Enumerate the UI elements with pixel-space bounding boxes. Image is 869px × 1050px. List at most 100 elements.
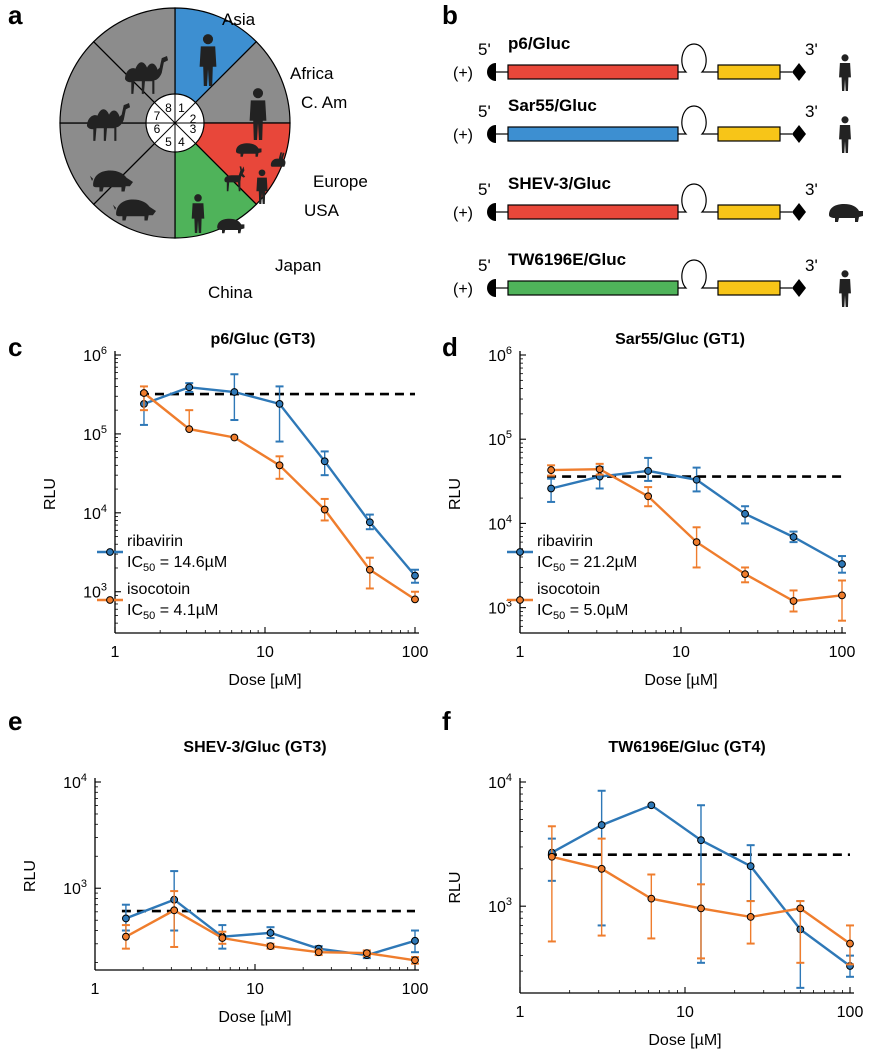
x-axis-label: Dose [µM] bbox=[644, 672, 717, 689]
y-tick-label: 106 bbox=[83, 345, 107, 365]
legend-marker bbox=[516, 548, 524, 556]
cap-icon bbox=[487, 203, 496, 221]
data-point bbox=[266, 942, 275, 951]
wheel-sector-7 bbox=[59, 40, 177, 124]
data-point bbox=[230, 433, 239, 442]
plus-strand-label: (+) bbox=[453, 205, 473, 222]
data-point bbox=[697, 836, 705, 845]
construct-name: Sar55/Gluc bbox=[508, 96, 597, 115]
region-label-asia: Asia bbox=[222, 10, 256, 29]
series-ribavirin bbox=[547, 456, 846, 574]
data-point bbox=[697, 904, 705, 913]
data-point bbox=[185, 425, 194, 434]
five-prime-label: 5' bbox=[478, 102, 491, 121]
panel-label-b: b bbox=[442, 0, 458, 30]
sector-number-6: 6 bbox=[154, 122, 161, 136]
series-ribavirin bbox=[139, 373, 419, 584]
data-point bbox=[838, 591, 846, 600]
construct-1: p6/Gluc 5' (+) 3' bbox=[453, 34, 851, 91]
panel-label-c: c bbox=[8, 332, 22, 362]
chart-title: p6/Gluc (GT3) bbox=[211, 331, 316, 348]
y-tick-label: 105 bbox=[488, 429, 512, 449]
data-point bbox=[121, 932, 130, 941]
sector-number-3: 3 bbox=[190, 122, 197, 136]
pig-icon bbox=[829, 204, 863, 222]
y-axis-label: RLU bbox=[447, 871, 464, 903]
x-tick-label: 100 bbox=[402, 981, 429, 998]
construct-name: p6/Gluc bbox=[508, 34, 570, 53]
data-point bbox=[411, 595, 419, 604]
sector-number-8: 8 bbox=[165, 101, 172, 115]
data-point bbox=[266, 928, 275, 937]
sector-number-1: 1 bbox=[178, 101, 185, 115]
data-point bbox=[185, 383, 194, 392]
data-point bbox=[365, 565, 374, 574]
legend-ic50: IC50 = 21.2µM bbox=[537, 554, 637, 574]
panel-d: d Sar55/Gluc (GT1) 103 104 105 106 1 10 100 Dose… bbox=[442, 331, 855, 689]
data-point bbox=[230, 388, 239, 396]
gluc-box bbox=[717, 280, 781, 296]
panel-label-e: e bbox=[8, 706, 22, 736]
x-tick-label: 100 bbox=[837, 1004, 864, 1021]
construct-name: SHEV-3/Gluc bbox=[508, 174, 611, 193]
x-tick-label: 1 bbox=[516, 1004, 525, 1021]
stem-loop-icon bbox=[678, 43, 718, 73]
x-tick-label: 100 bbox=[829, 644, 856, 661]
data-point bbox=[140, 389, 148, 397]
series-isocotoin bbox=[547, 825, 854, 966]
region-label-europe: Europe bbox=[313, 172, 368, 191]
stem-loop-icon bbox=[678, 183, 718, 213]
legend-ic50: IC50 = 5.0µM bbox=[537, 602, 628, 622]
chart-title: Sar55/Gluc (GT1) bbox=[615, 331, 745, 348]
orf1-box bbox=[507, 64, 679, 80]
orf1-box bbox=[507, 126, 679, 142]
data-point bbox=[741, 570, 749, 579]
data-point bbox=[789, 533, 798, 541]
data-point bbox=[314, 948, 323, 957]
panel-label-d: d bbox=[442, 332, 458, 362]
three-prime-label: 3' bbox=[805, 256, 818, 275]
five-prime-label: 5' bbox=[478, 180, 491, 199]
legend-label: isocotoin bbox=[537, 581, 600, 598]
gluc-box bbox=[717, 64, 781, 80]
y-tick-label: 103 bbox=[488, 598, 512, 618]
data-point bbox=[644, 467, 653, 475]
legend-ic50: IC50 = 4.1µM bbox=[127, 602, 218, 622]
panel-label-a: a bbox=[8, 0, 23, 30]
cap-icon bbox=[487, 125, 496, 143]
y-tick-label: 103 bbox=[63, 878, 87, 898]
construct-3: SHEV-3/Gluc 5' (+) 3' bbox=[453, 174, 863, 222]
orf1-box bbox=[507, 204, 679, 220]
data-point bbox=[275, 461, 284, 470]
panel-label-f: f bbox=[442, 706, 451, 736]
chart-f: TW6196E/Gluc (GT4) 103 104 1 10 100 Dose [µM] R… bbox=[447, 739, 863, 1049]
y-tick-label: 104 bbox=[63, 772, 87, 792]
data-point bbox=[170, 906, 179, 915]
x-tick-label: 10 bbox=[676, 1004, 694, 1021]
wheel-sector-8 bbox=[92, 7, 176, 125]
data-point bbox=[846, 939, 854, 948]
series-isocotoin bbox=[139, 385, 419, 604]
panel-c: c p6/Gluc (GT3) 103 104 105 106 1 10 100 Dose [µ… bbox=[8, 331, 428, 689]
polya-icon bbox=[792, 279, 806, 297]
panel-b: b p6/Gluc5'(+)3'Sar55/Gluc5'(+)3'SHEV-3/… bbox=[442, 0, 863, 307]
region-label-japan: Japan bbox=[275, 256, 321, 275]
series-isocotoin bbox=[121, 890, 419, 965]
gluc-box bbox=[717, 126, 781, 142]
data-point bbox=[796, 904, 805, 913]
data-point bbox=[644, 492, 653, 501]
panel-f: f TW6196E/Gluc (GT4) 103 104 1 10 100 Dose [µM… bbox=[442, 706, 863, 1049]
data-point bbox=[692, 475, 701, 484]
pig-icon bbox=[217, 218, 245, 234]
five-prime-label: 5' bbox=[478, 256, 491, 275]
data-point bbox=[741, 509, 749, 518]
data-point bbox=[411, 956, 419, 965]
x-axis-label: Dose [µM] bbox=[228, 672, 301, 689]
data-point bbox=[547, 484, 555, 493]
y-tick-label: 105 bbox=[83, 424, 107, 444]
legend-ic50: IC50 = 14.6µM bbox=[127, 554, 227, 574]
y-tick-label: 104 bbox=[488, 772, 512, 792]
data-point bbox=[746, 862, 755, 871]
five-prime-label: 5' bbox=[478, 40, 491, 59]
